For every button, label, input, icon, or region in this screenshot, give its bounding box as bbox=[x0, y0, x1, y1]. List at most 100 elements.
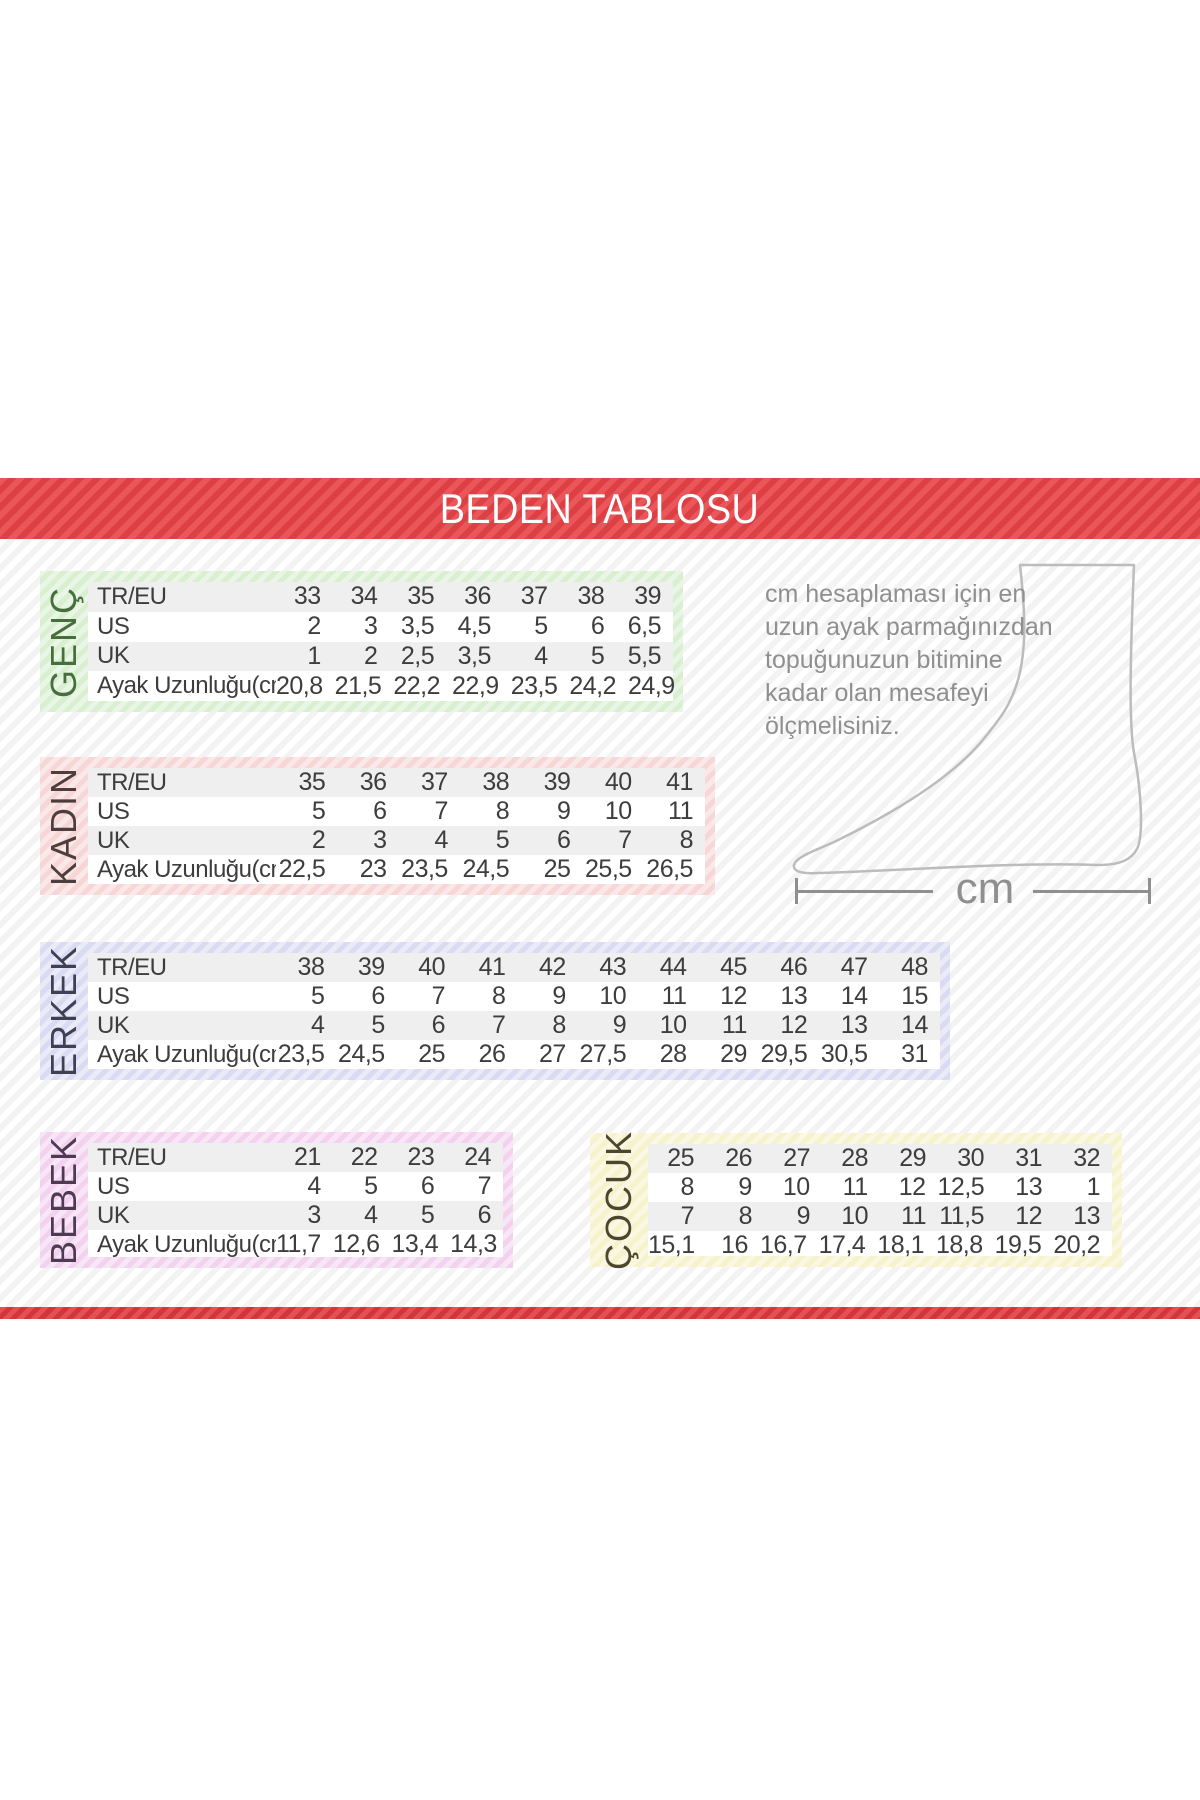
value-cell: 3 bbox=[373, 826, 387, 854]
value-cell: 4 bbox=[310, 1011, 325, 1039]
value-cell: 27 bbox=[783, 1144, 810, 1172]
table-grid-kadin: TR/EU 35 36 37 38 39 40 41 US 5 6 7 8 9 10 11 UK 2 3 4 5 6 7 8 A… bbox=[88, 768, 705, 884]
value-cell: 5 bbox=[590, 641, 605, 670]
cm-unit-label: cm bbox=[955, 864, 1015, 913]
measure-tick-left bbox=[795, 878, 798, 904]
value-cell: 38 bbox=[297, 953, 325, 981]
value-cell: 11 bbox=[842, 1173, 868, 1201]
bottom-accent-bar bbox=[0, 1307, 1200, 1319]
value-cell: 4 bbox=[364, 1201, 378, 1229]
header-banner: BEDEN TABLOSU bbox=[0, 478, 1200, 539]
value-cell: 5,5 bbox=[627, 641, 662, 670]
value-cell: 5 bbox=[310, 982, 325, 1010]
value-cell: 9 bbox=[796, 1202, 811, 1230]
size-table-cocuk: ÇOCUK 25 26 27 28 29 30 31 32 8 9 10 11 12 12,5 13 1 7 8 9… bbox=[590, 1129, 1122, 1270]
value-cell: 36 bbox=[464, 582, 491, 611]
value-cell: 22,5 bbox=[278, 855, 326, 883]
value-cell: 3,5 bbox=[400, 612, 435, 641]
value-cell: 39 bbox=[543, 768, 571, 796]
row-label-cell: UK bbox=[97, 826, 130, 854]
value-cell: 8 bbox=[680, 1173, 695, 1201]
value-cell: 12 bbox=[780, 1011, 808, 1039]
value-cell: 13,4 bbox=[391, 1230, 439, 1258]
value-cell: 4 bbox=[434, 826, 448, 854]
value-cell: 33 bbox=[293, 582, 321, 611]
table-grid-erkek: TR/EU 38 39 40 41 42 43 44 45 46 47 48 US 5 6 7 8 9 10 11 12… bbox=[88, 953, 940, 1069]
value-cell: 15 bbox=[901, 982, 928, 1010]
value-cell: 36 bbox=[359, 768, 387, 796]
table-row: 25 26 27 28 29 30 31 32 bbox=[648, 1144, 1112, 1173]
value-cell: 24,5 bbox=[462, 855, 510, 883]
value-cell: 14,3 bbox=[450, 1230, 497, 1258]
value-cell: 8 bbox=[738, 1202, 753, 1230]
value-cell: 13 bbox=[1073, 1202, 1100, 1230]
table-row: TR/EU 38 39 40 41 42 43 44 45 46 47 48 bbox=[88, 953, 940, 982]
value-cell: 22,9 bbox=[452, 671, 499, 700]
measurement-instructions: cm hesaplaması için en uzun ayak parmağı… bbox=[765, 578, 1160, 743]
value-cell: 47 bbox=[840, 953, 868, 981]
value-cell: 12 bbox=[720, 982, 747, 1010]
value-cell: 40 bbox=[604, 768, 632, 796]
row-label-cell: Ayak Uzunluğu(cm) bbox=[97, 855, 276, 883]
value-cell: 3 bbox=[307, 1201, 321, 1229]
value-cell: 7 bbox=[680, 1202, 695, 1230]
value-cell: 24,2 bbox=[569, 671, 617, 700]
value-cell: 18,1 bbox=[877, 1231, 924, 1259]
value-cell: 14 bbox=[840, 982, 868, 1010]
value-cell: 29 bbox=[720, 1040, 747, 1068]
value-cell: 31 bbox=[901, 1040, 928, 1068]
value-cell: 3,5 bbox=[457, 641, 492, 670]
table-label-cocuk: ÇOCUK bbox=[598, 1129, 639, 1270]
instruction-line: uzun ayak parmağınızdan bbox=[765, 613, 1053, 641]
value-cell: 45 bbox=[720, 953, 747, 981]
value-cell: 41 bbox=[478, 953, 506, 981]
row-label-cell: Ayak Uzunluğu(cm) bbox=[97, 1230, 276, 1258]
value-cell: 22,2 bbox=[393, 671, 441, 700]
value-cell: 40 bbox=[418, 953, 446, 981]
value-cell: 17,4 bbox=[818, 1231, 866, 1259]
value-cell: 29 bbox=[899, 1144, 926, 1172]
value-cell: 12 bbox=[898, 1173, 926, 1201]
value-cell: 5 bbox=[371, 1011, 385, 1039]
value-cell: 2 bbox=[364, 641, 378, 670]
table-row: 8 9 10 11 12 12,5 13 1 bbox=[648, 1173, 1112, 1202]
value-cell: 28 bbox=[659, 1040, 687, 1068]
value-cell: 38 bbox=[482, 768, 510, 796]
value-cell: 6 bbox=[557, 826, 571, 854]
value-cell: 24,9 bbox=[628, 671, 675, 700]
value-cell: 10 bbox=[659, 1011, 687, 1039]
value-cell: 27,5 bbox=[579, 1040, 627, 1068]
table-row: US 5 6 7 8 9 10 11 12 13 14 15 bbox=[88, 982, 940, 1011]
row-label-cell: Ayak Uzunluğu(cm) bbox=[97, 672, 276, 700]
value-cell: 6,5 bbox=[627, 612, 662, 641]
value-cell: 11 bbox=[668, 797, 693, 825]
table-row: US 4 5 6 7 bbox=[88, 1172, 503, 1201]
table-row: Ayak Uzunluğu(cm)22,5 23 23,5 24,5 25 25,5 26,… bbox=[88, 855, 705, 884]
value-cell: 30 bbox=[957, 1144, 984, 1172]
table-grid-genc: TR/EU 33 34 35 36 37 38 39 US 2 3 3,5 4,5 5 6 6,5 UK 1 2 2,… bbox=[88, 582, 675, 701]
value-cell: 7 bbox=[492, 1011, 506, 1039]
value-cell: 8 bbox=[492, 982, 506, 1010]
value-cell: 29,5 bbox=[760, 1040, 808, 1068]
measure-tick-right bbox=[1148, 878, 1151, 904]
value-cell: 27 bbox=[538, 1040, 566, 1068]
value-cell: 4 bbox=[307, 1172, 321, 1200]
table-row: TR/EU 21 22 23 24 bbox=[88, 1143, 503, 1172]
value-cell: 11,5 bbox=[939, 1202, 984, 1230]
value-cell: 42 bbox=[538, 953, 566, 981]
measure-line: cm bbox=[795, 864, 1151, 913]
value-cell: 39 bbox=[357, 953, 385, 981]
value-cell: 6 bbox=[431, 1011, 446, 1039]
value-cell: 25 bbox=[667, 1144, 694, 1172]
row-label-cell: TR/EU bbox=[97, 1143, 167, 1171]
value-cell: 6 bbox=[590, 612, 605, 641]
table-row: 15,1 16 16,7 17,4 18,1 18,8 19,5 20,2 bbox=[648, 1231, 1112, 1260]
value-cell: 37 bbox=[421, 768, 448, 796]
value-cell: 19,5 bbox=[994, 1231, 1042, 1259]
value-cell: 39 bbox=[634, 582, 662, 611]
table-row: TR/EU 33 34 35 36 37 38 39 bbox=[88, 582, 673, 612]
value-cell: 5 bbox=[495, 826, 510, 854]
value-cell: 24 bbox=[464, 1143, 491, 1171]
value-cell: 9 bbox=[738, 1173, 752, 1201]
value-cell: 22 bbox=[350, 1143, 378, 1171]
